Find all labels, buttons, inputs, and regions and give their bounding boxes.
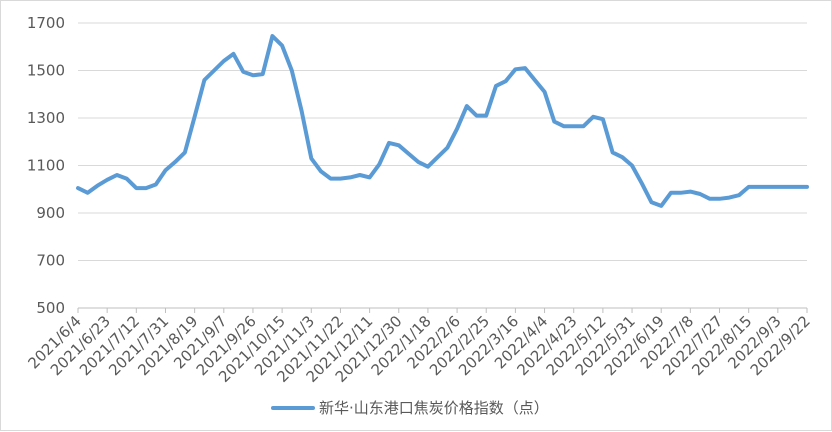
- y-tick-label: 1300: [27, 109, 65, 127]
- legend-label: 新华·山东港口焦炭价格指数（点）: [319, 399, 549, 417]
- y-tick-label: 900: [36, 204, 65, 222]
- series-lines: [76, 34, 809, 208]
- y-axis-tick-labels: 500 700 900 1100 1300 1500 1700: [27, 14, 65, 317]
- y-tick-label: 500: [36, 299, 65, 317]
- y-tick-label: 1700: [27, 14, 65, 32]
- legend: 新华·山东港口焦炭价格指数（点）: [271, 399, 549, 417]
- x-axis-tick-labels: 2021/6/42021/6/232021/7/122021/7/312021/…: [24, 312, 813, 386]
- y-tick-label: 1500: [27, 62, 65, 80]
- y-tick-label: 700: [36, 252, 65, 270]
- y-tick-label: 1100: [27, 157, 65, 175]
- x-axis: [77, 308, 808, 313]
- series-line: [76, 34, 809, 208]
- gridlines: [78, 22, 807, 309]
